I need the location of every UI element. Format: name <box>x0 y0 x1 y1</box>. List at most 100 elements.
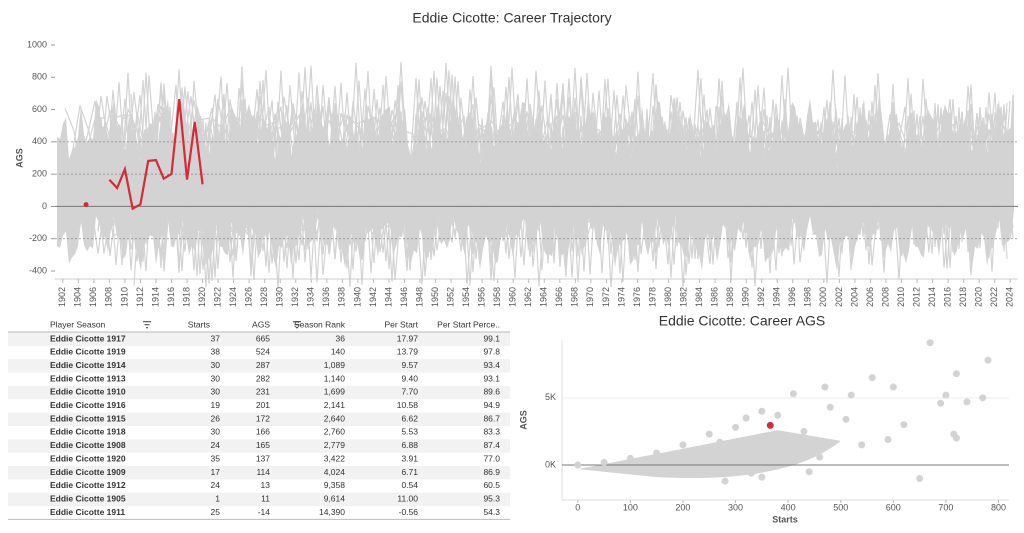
table-cell: 11 <box>261 493 270 503</box>
column-header: Player Season <box>50 319 106 329</box>
x-tick-label: 1990 <box>741 287 751 307</box>
x-tick-label: 1942 <box>368 287 378 307</box>
table-cell: 2,779 <box>324 440 346 450</box>
scatter-point <box>805 468 813 476</box>
x-tick-label: 1984 <box>694 287 704 307</box>
table-cell: 35 <box>211 453 221 463</box>
x-tick-label: 2022 <box>989 287 999 307</box>
table-cell: 13.79 <box>397 347 419 357</box>
table-cell: 5.53 <box>401 427 418 437</box>
y-tick-label: 400 <box>32 136 47 146</box>
scatter-point <box>600 458 608 466</box>
x-tick-label: 1916 <box>166 287 176 307</box>
table-cell: 86.7 <box>483 413 500 423</box>
table-cell: 165 <box>256 440 270 450</box>
table-cell: Eddie Cicotte 1912 <box>50 480 126 490</box>
table-cell: 2,640 <box>324 413 346 423</box>
table-cell: 83.3 <box>483 427 500 437</box>
x-tick-label: 200 <box>675 502 690 512</box>
scatter-point <box>721 477 729 485</box>
x-tick-label: 700 <box>938 502 953 512</box>
table-cell: 24 <box>211 480 221 490</box>
x-tick-label: 2024 <box>1005 287 1015 307</box>
scatter-point <box>916 474 924 482</box>
table-cell: 6.62 <box>401 413 418 423</box>
x-tick-label: 2004 <box>849 287 859 307</box>
x-tick-label: 1912 <box>135 287 145 307</box>
x-tick-label: 2020 <box>974 287 984 307</box>
scatter-point <box>926 339 934 347</box>
table-cell: 60.5 <box>483 480 500 490</box>
table-cell: Eddie Cicotte 1917 <box>50 333 126 343</box>
x-tick-label: 1914 <box>150 287 160 307</box>
table-cell: Eddie Cicotte 1915 <box>50 413 126 423</box>
table-cell: 30 <box>211 373 221 383</box>
x-tick-label: 1940 <box>352 287 362 307</box>
table-cell: -14 <box>258 507 271 517</box>
scatter-point <box>742 414 750 422</box>
table-cell: 94.9 <box>483 400 500 410</box>
x-tick-label: 1918 <box>181 287 191 307</box>
row-band <box>8 492 510 507</box>
x-tick-label: 2012 <box>911 287 921 307</box>
table-cell: 30 <box>211 387 221 397</box>
table-cell: 54.3 <box>483 507 500 517</box>
x-tick-label: 1932 <box>290 287 300 307</box>
x-tick-label: 1934 <box>306 287 316 307</box>
table-cell: 30 <box>211 360 221 370</box>
x-tick-label: 1988 <box>725 287 735 307</box>
x-tick-label: 1992 <box>756 287 766 307</box>
x-tick-label: 1970 <box>585 287 595 307</box>
x-tick-label: 1980 <box>663 287 673 307</box>
x-tick-label: 1968 <box>570 287 580 307</box>
table-cell: 172 <box>256 413 270 423</box>
table-cell: Eddie Cicotte 1913 <box>50 373 126 383</box>
sort-icon[interactable] <box>293 321 301 329</box>
scatter-point <box>758 407 766 415</box>
table-cell: 10.58 <box>397 400 419 410</box>
table-cell: Eddie Cicotte 1910 <box>50 387 126 397</box>
table-cell: 2,760 <box>324 427 346 437</box>
x-tick-label: 1902 <box>57 287 67 307</box>
x-tick-label: 1972 <box>601 287 611 307</box>
y-tick-label: 800 <box>32 72 47 82</box>
table-cell: 9.40 <box>401 373 418 383</box>
table-cell: 95.3 <box>483 493 500 503</box>
x-tick-label: 1952 <box>445 287 455 307</box>
column-header: Season Rank <box>294 319 346 329</box>
y-tick-label: 5K <box>545 392 556 402</box>
x-tick-label: 1976 <box>632 287 642 307</box>
table-cell: 6.88 <box>401 440 418 450</box>
row-band <box>8 385 510 400</box>
scatter-point <box>950 430 958 438</box>
x-tick-label: 500 <box>833 502 848 512</box>
table-cell: 9.57 <box>401 360 418 370</box>
x-tick-label: 1904 <box>73 287 83 307</box>
x-tick-label: 1946 <box>399 287 409 307</box>
scatter-point <box>766 421 774 429</box>
table-cell: 1,699 <box>324 387 346 397</box>
x-tick-label: 1974 <box>616 287 626 307</box>
sort-icon[interactable] <box>143 321 151 329</box>
x-tick-label: 2006 <box>865 287 875 307</box>
table-cell: 287 <box>256 360 270 370</box>
table-cell: 86.9 <box>483 467 500 477</box>
scatter-point <box>716 438 724 446</box>
dense-cloud <box>577 430 841 479</box>
scatter-point <box>784 445 792 453</box>
x-tick-label: 2002 <box>834 287 844 307</box>
table-cell: 25 <box>211 507 221 517</box>
x-tick-label: 1950 <box>430 287 440 307</box>
table-cell: 93.1 <box>483 373 500 383</box>
y-tick-label: -400 <box>29 265 47 275</box>
table-cell: 87.4 <box>483 440 500 450</box>
table-cell: 137 <box>256 453 270 463</box>
table-cell: 114 <box>256 467 270 477</box>
scatter-point <box>800 427 808 435</box>
table-cell: Eddie Cicotte 1911 <box>50 507 125 517</box>
table-cell: 9,358 <box>324 480 346 490</box>
scatter-point <box>705 430 713 438</box>
scatter-point <box>868 374 876 382</box>
